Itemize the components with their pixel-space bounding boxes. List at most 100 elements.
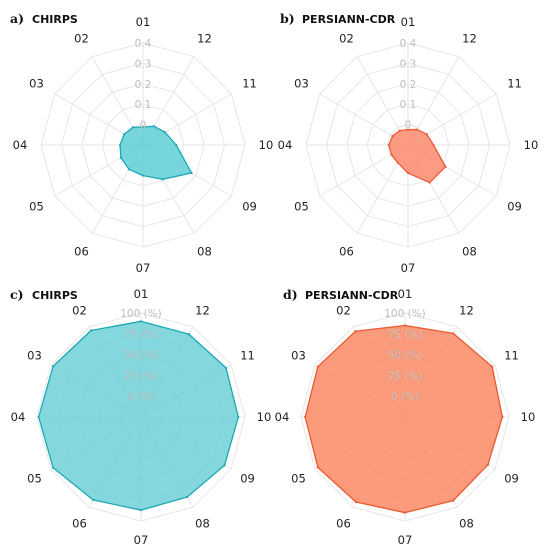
data-point xyxy=(190,171,193,175)
month-label-05: 05 xyxy=(27,472,42,486)
data-point xyxy=(175,143,178,147)
tick-label: 0.3 xyxy=(135,58,152,70)
data-point xyxy=(403,324,407,327)
tick-label: 50 (%) xyxy=(124,350,159,362)
tick-label: 0 (%) xyxy=(127,391,155,403)
data-point xyxy=(139,320,143,323)
month-label-01: 01 xyxy=(401,15,416,29)
month-label-04: 04 xyxy=(278,138,293,152)
month-label-11: 11 xyxy=(240,349,255,363)
data-point xyxy=(152,125,155,128)
tick-label: 0.4 xyxy=(400,38,417,50)
month-label-05: 05 xyxy=(291,472,306,486)
data-point xyxy=(406,171,410,175)
data-point xyxy=(406,128,410,131)
month-label-06: 06 xyxy=(74,245,89,259)
panel-title: PERSIANN-CDR xyxy=(302,13,396,26)
data-point xyxy=(491,365,494,368)
panel-title: PERSIANN-CDR xyxy=(305,289,399,302)
month-label-03: 03 xyxy=(291,349,306,363)
month-label-07: 07 xyxy=(134,533,149,547)
data-point xyxy=(398,129,401,132)
data-point xyxy=(354,330,357,333)
month-label-10: 10 xyxy=(521,410,536,424)
data-point xyxy=(304,415,307,419)
data-point xyxy=(161,178,164,181)
month-label-09: 09 xyxy=(240,472,255,486)
panel-letter: d) xyxy=(283,287,298,302)
panel-title: CHIRPS xyxy=(32,13,78,26)
month-label-03: 03 xyxy=(294,77,309,91)
data-point xyxy=(316,466,319,469)
data-point xyxy=(237,415,240,419)
data-point xyxy=(51,365,55,368)
data-point xyxy=(224,366,228,370)
radar-panel-1: 0 0.1 0.2 0.3 0.4 01 02 03 04 05 06 07 08 09 10 11 12 a) C… xyxy=(10,11,273,275)
panel-letter: a) xyxy=(10,11,24,26)
data-point xyxy=(452,499,455,502)
data-point xyxy=(51,466,55,469)
month-label-02: 02 xyxy=(74,31,89,45)
tick-label: 0 xyxy=(140,120,147,132)
tick-label: 0.4 xyxy=(135,38,152,50)
panel-letter: c) xyxy=(10,287,24,302)
month-label-01: 01 xyxy=(136,15,151,29)
data-point xyxy=(187,333,190,336)
data-point xyxy=(354,500,358,504)
tick-label: 25 (%) xyxy=(388,370,423,382)
month-label-08: 08 xyxy=(462,245,477,259)
month-label-12: 12 xyxy=(459,303,474,317)
data-point xyxy=(425,133,428,136)
data-point xyxy=(163,131,167,134)
tick-label: 0.2 xyxy=(400,79,417,91)
data-point xyxy=(223,464,226,467)
data-point xyxy=(444,165,447,168)
data-point xyxy=(123,133,126,136)
tick-label: 75 (%) xyxy=(124,329,159,341)
month-label-08: 08 xyxy=(195,517,210,531)
tick-label: 25 (%) xyxy=(124,370,159,382)
data-point xyxy=(486,463,489,466)
tick-label: 0 xyxy=(405,120,412,132)
data-point xyxy=(428,181,431,184)
panel-title: CHIRPS xyxy=(32,289,78,302)
tick-label: 50 (%) xyxy=(388,350,423,362)
data-point xyxy=(452,332,455,335)
month-label-06: 06 xyxy=(336,517,351,531)
radar-panel-2: 0 0.1 0.2 0.3 0.4 01 02 03 04 05 06 07 08 09 10 11 12 b) P… xyxy=(278,11,539,275)
tick-label: 0 (%) xyxy=(391,391,419,403)
data-point xyxy=(131,126,134,129)
tick-label: 0.1 xyxy=(135,99,152,111)
month-label-06: 06 xyxy=(72,517,87,531)
data-point xyxy=(127,168,131,171)
radar-panel-4: 0 (%) 25 (%) 50 (%) 75 (%) 100 (%) 01 02 03 04 05… xyxy=(275,287,536,547)
month-label-05: 05 xyxy=(29,200,44,214)
month-label-12: 12 xyxy=(462,31,477,45)
tick-label: 0.3 xyxy=(400,58,417,70)
data-point xyxy=(141,126,145,129)
month-label-08: 08 xyxy=(197,245,212,259)
data-point xyxy=(415,128,419,131)
month-label-03: 03 xyxy=(27,349,42,363)
month-label-10: 10 xyxy=(259,138,274,152)
month-label-11: 11 xyxy=(507,77,522,91)
data-point xyxy=(141,174,145,177)
tick-label: 100 (%) xyxy=(120,308,162,320)
data-point xyxy=(316,365,319,368)
month-label-11: 11 xyxy=(242,77,257,91)
month-label-02: 02 xyxy=(336,303,351,317)
month-label-09: 09 xyxy=(507,200,522,214)
data-point xyxy=(390,153,393,156)
series-area xyxy=(388,128,447,184)
month-label-10: 10 xyxy=(257,410,272,424)
data-point xyxy=(118,143,122,147)
tick-label: 100 (%) xyxy=(384,308,426,320)
data-point xyxy=(119,156,123,159)
month-label-07: 07 xyxy=(136,261,151,275)
month-label-04: 04 xyxy=(11,410,26,424)
month-label-08: 08 xyxy=(459,517,474,531)
data-point xyxy=(387,143,390,147)
data-point xyxy=(432,143,435,147)
data-point xyxy=(396,161,399,164)
